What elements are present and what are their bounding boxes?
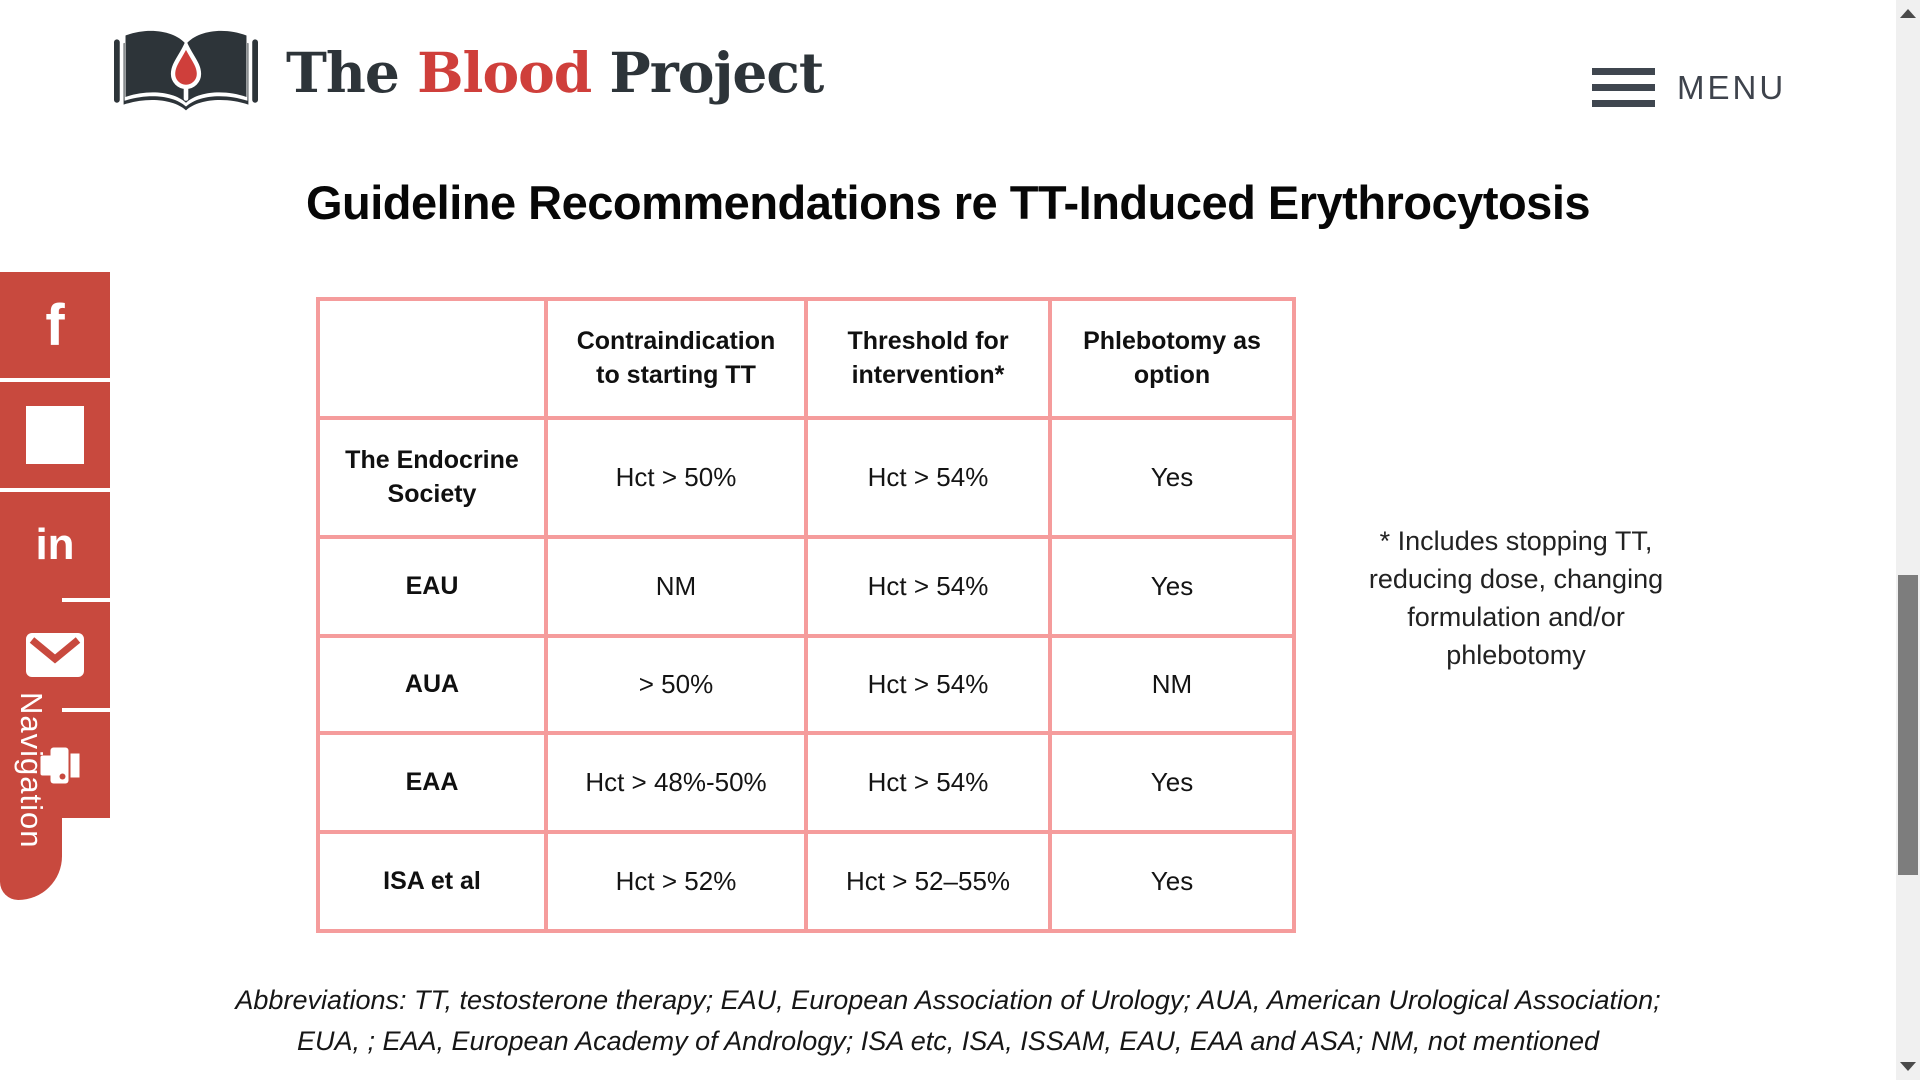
abbreviations-line: EUA, ; EAA, European Academy of Androlog… [296,1026,1600,1056]
table-header-empty [320,301,544,416]
share-sidebar: f in [0,272,110,822]
table-cell: NM [1052,638,1292,731]
guideline-table: Contraindication to starting TT Threshol… [316,297,1296,933]
abbreviations-line: Abbreviations: TT, testosterone therapy;… [235,985,1661,1015]
row-label: EAU [320,539,544,634]
table-cell: Hct > 52% [548,834,804,929]
table-cell: NM [548,539,804,634]
row-label: The Endocrine Society [320,420,544,535]
table-header-phlebotomy: Phlebotomy as option [1052,301,1292,416]
row-label: EAA [320,735,544,830]
asterisk-footnote: * Includes stopping TT, reducing dose, c… [1346,522,1686,674]
table-cell: Hct > 54% [808,539,1048,634]
table-cell: Yes [1052,539,1292,634]
hamburger-icon [1592,68,1655,107]
abbreviations-text: Abbreviations: TT, testosterone therapy;… [0,980,1896,1062]
linkedin-icon: in [35,520,75,569]
page-title: Guideline Recommendations re TT-Induced … [305,176,1591,229]
table-cell: > 50% [548,638,804,731]
footnote-line: phlebotomy [1446,640,1586,670]
table-cell: Hct > 50% [548,420,804,535]
linkedin-share-button[interactable]: in [0,492,110,598]
table-cell: Hct > 54% [808,420,1048,535]
footnote-line: reducing dose, changing [1368,564,1664,594]
table-cell: Hct > 48%-50% [548,735,804,830]
vertical-scrollbar[interactable] [1896,0,1920,1080]
table-cell: Hct > 54% [808,638,1048,731]
print-button[interactable] [0,712,110,818]
x-share-button[interactable] [0,382,110,488]
table-cell: Hct > 54% [808,735,1048,830]
table-header-threshold: Threshold for intervention* [808,301,1048,416]
email-share-button[interactable] [0,602,110,708]
scrollbar-thumb[interactable] [1898,575,1918,875]
open-book-blood-drop-icon [114,30,258,111]
table-cell: Yes [1052,735,1292,830]
footnote-line: formulation and/or [1407,602,1625,632]
facebook-icon: f [45,292,65,358]
footnote-line: * Includes stopping TT, [1379,526,1653,556]
menu-label: MENU [1677,68,1787,106]
square-icon [26,406,84,464]
site-logo[interactable]: The Blood Project [112,24,824,120]
scroll-down-arrow-icon[interactable] [1900,1062,1916,1071]
table-header-contraindication: Contraindication to starting TT [548,301,804,416]
email-icon [26,633,84,677]
menu-button[interactable]: MENU [1592,68,1786,107]
site-title: The Blood Project [286,39,824,105]
row-label: ISA et al [320,834,544,929]
facebook-share-button[interactable]: f [0,272,110,378]
printer-icon [31,743,80,787]
scroll-up-arrow-icon[interactable] [1900,9,1916,18]
table-cell: Yes [1052,420,1292,535]
table-cell: Yes [1052,834,1292,929]
row-label: AUA [320,638,544,731]
navigation-tab-label: Navigation [14,692,49,849]
table-cell: Hct > 52–55% [808,834,1048,929]
